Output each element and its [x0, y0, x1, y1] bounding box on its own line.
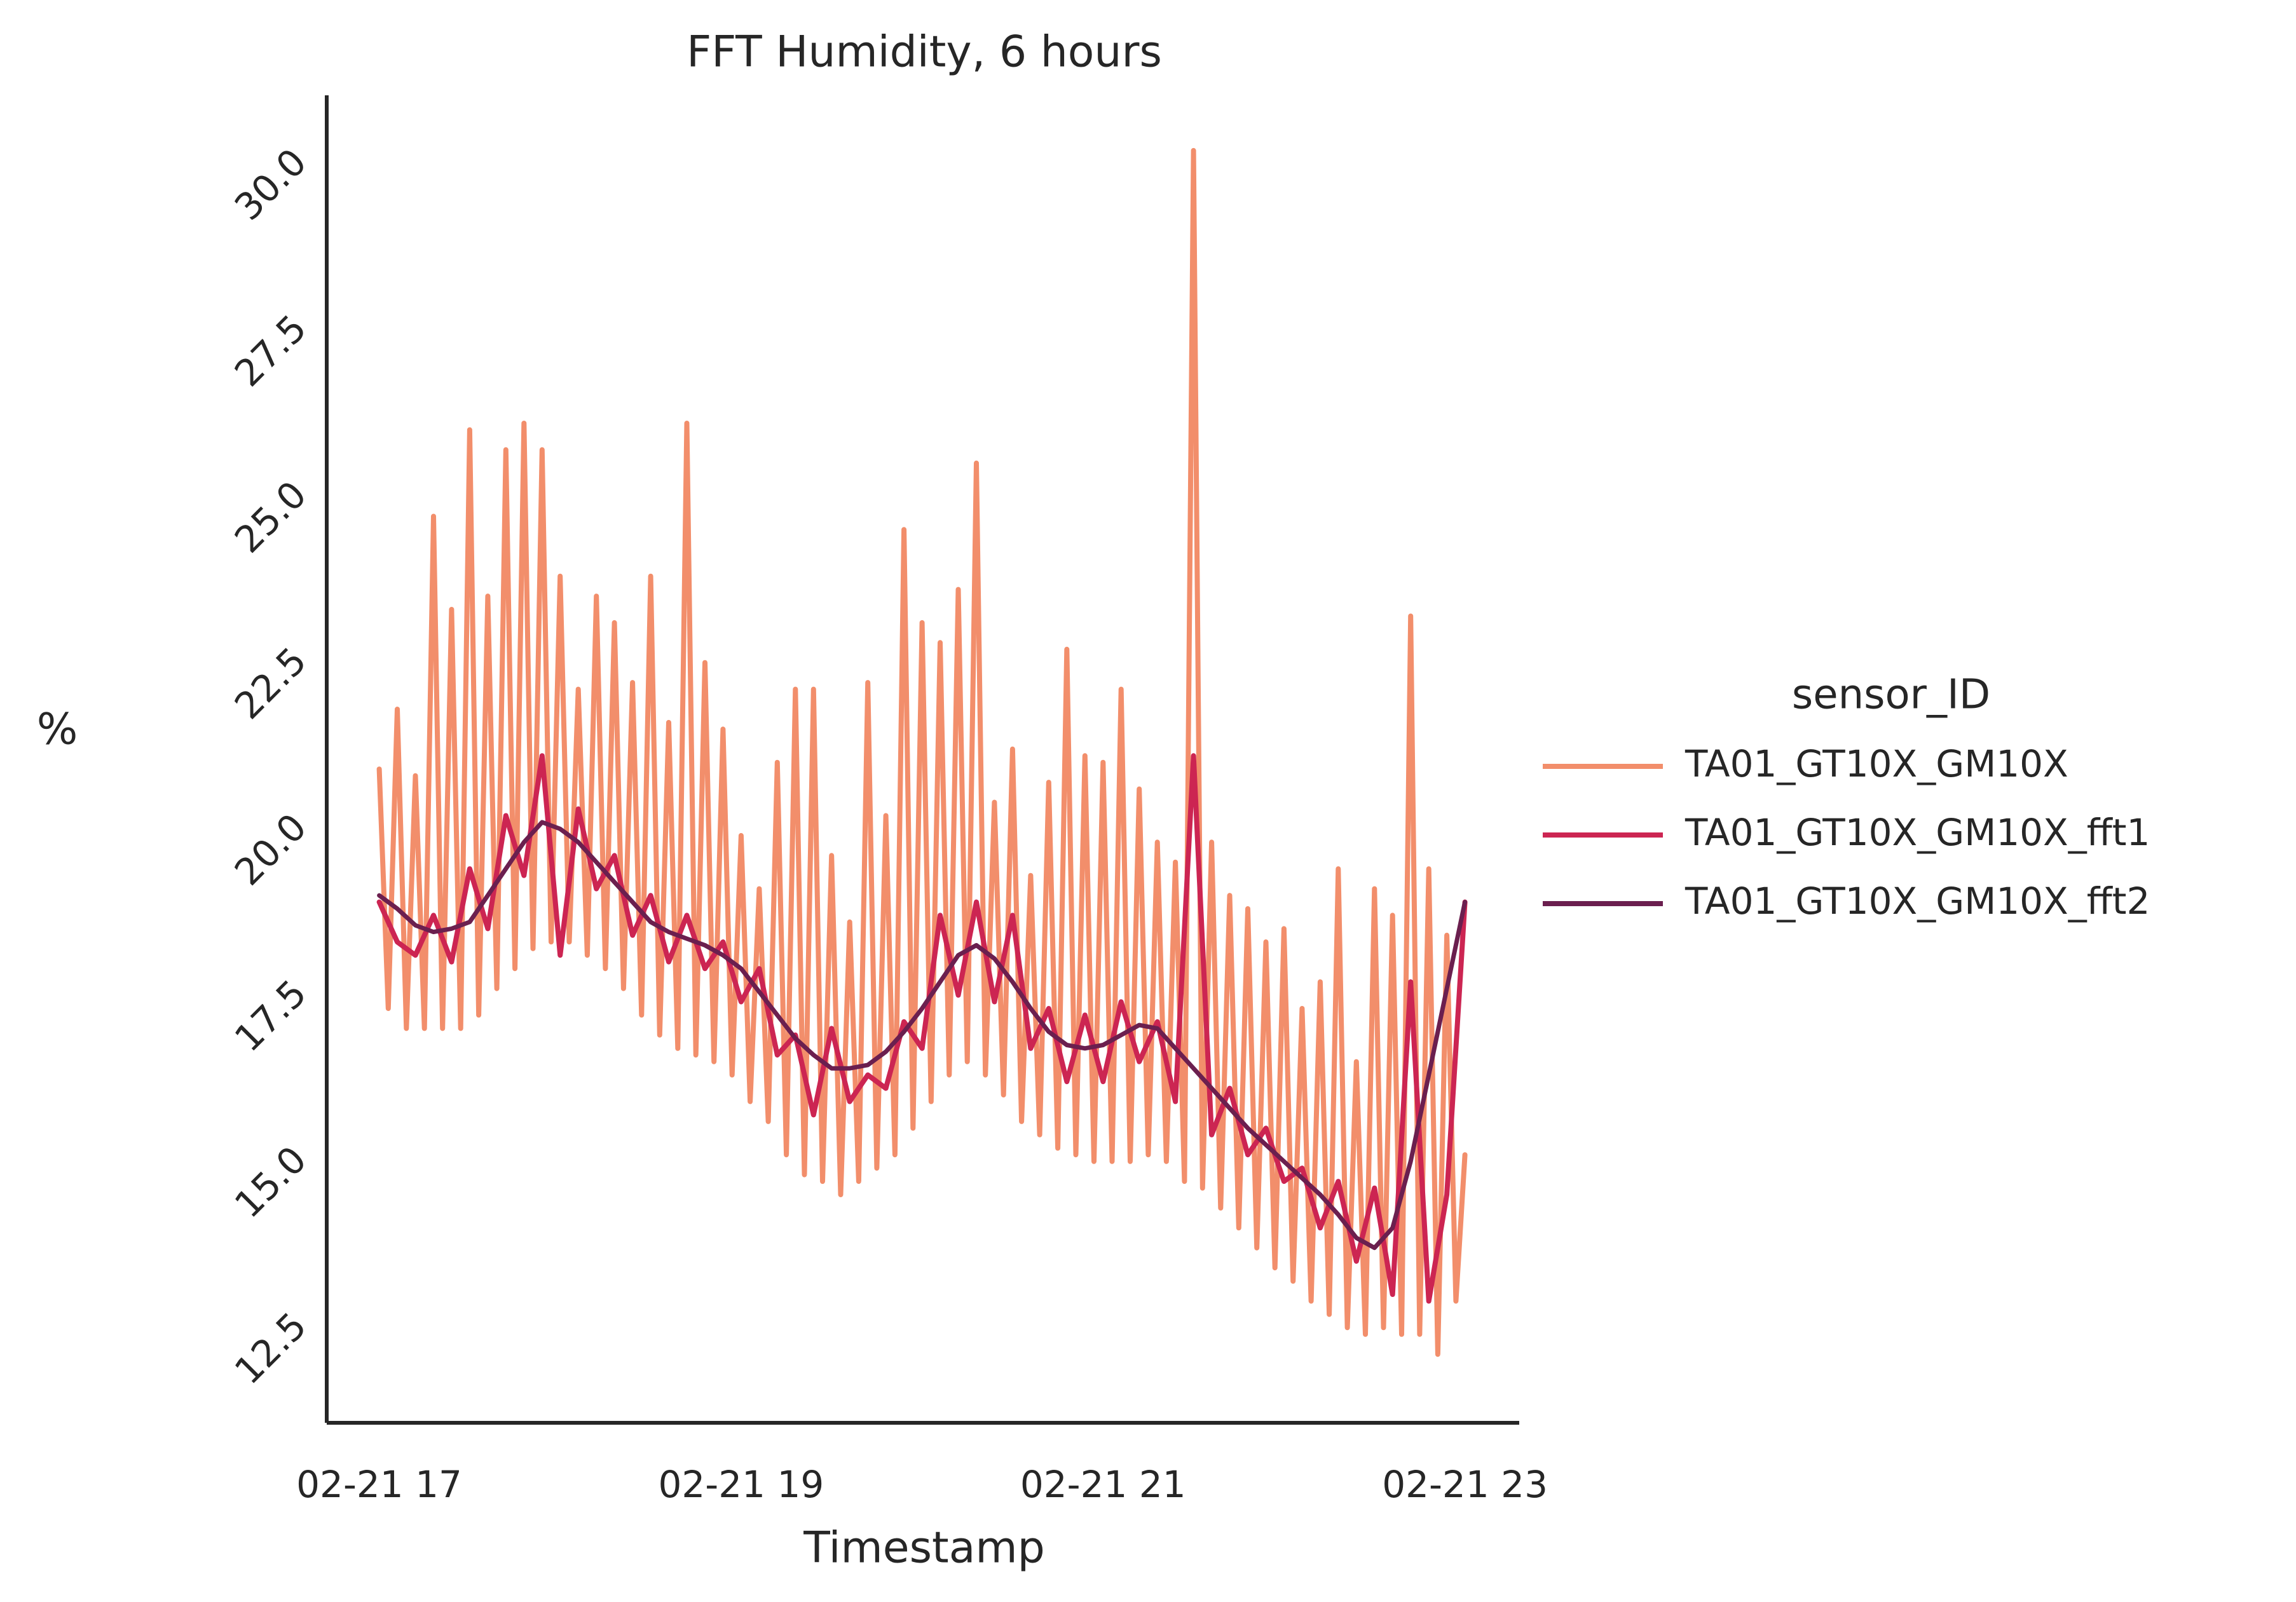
chart-title: FFT Humidity, 6 hours [687, 27, 1162, 78]
legend-title: sensor_ID [1792, 672, 1990, 719]
y-tick-label: 25.0 [226, 473, 315, 561]
y-tick-label: 20.0 [226, 805, 315, 893]
x-axis-label: Timestamp [803, 1523, 1045, 1573]
legend-label: TA01_GT10X_GM10X_fft1 [1684, 811, 2150, 854]
y-tick-label: 12.5 [226, 1304, 315, 1392]
x-tick-label: 02-21 23 [1382, 1463, 1548, 1506]
x-tick-label: 02-21 21 [1020, 1463, 1186, 1506]
series-line [376, 147, 1468, 1357]
y-tick-label: 22.5 [226, 639, 315, 727]
series-line [377, 820, 1468, 1251]
y-tick-label: 27.5 [226, 306, 315, 395]
y-tick-label: 17.5 [226, 972, 315, 1060]
legend-label: TA01_GT10X_GM10X_fft2 [1684, 879, 2150, 923]
legend-label: TA01_GT10X_GM10X [1684, 742, 2068, 785]
y-axis-label: % [37, 705, 78, 755]
series-line [376, 753, 1468, 1304]
x-tick-label: 02-21 19 [659, 1463, 824, 1506]
y-tick-label: 30.0 [226, 140, 315, 229]
y-tick-label: 15.0 [226, 1137, 315, 1226]
x-tick-label: 02-21 17 [296, 1463, 462, 1506]
